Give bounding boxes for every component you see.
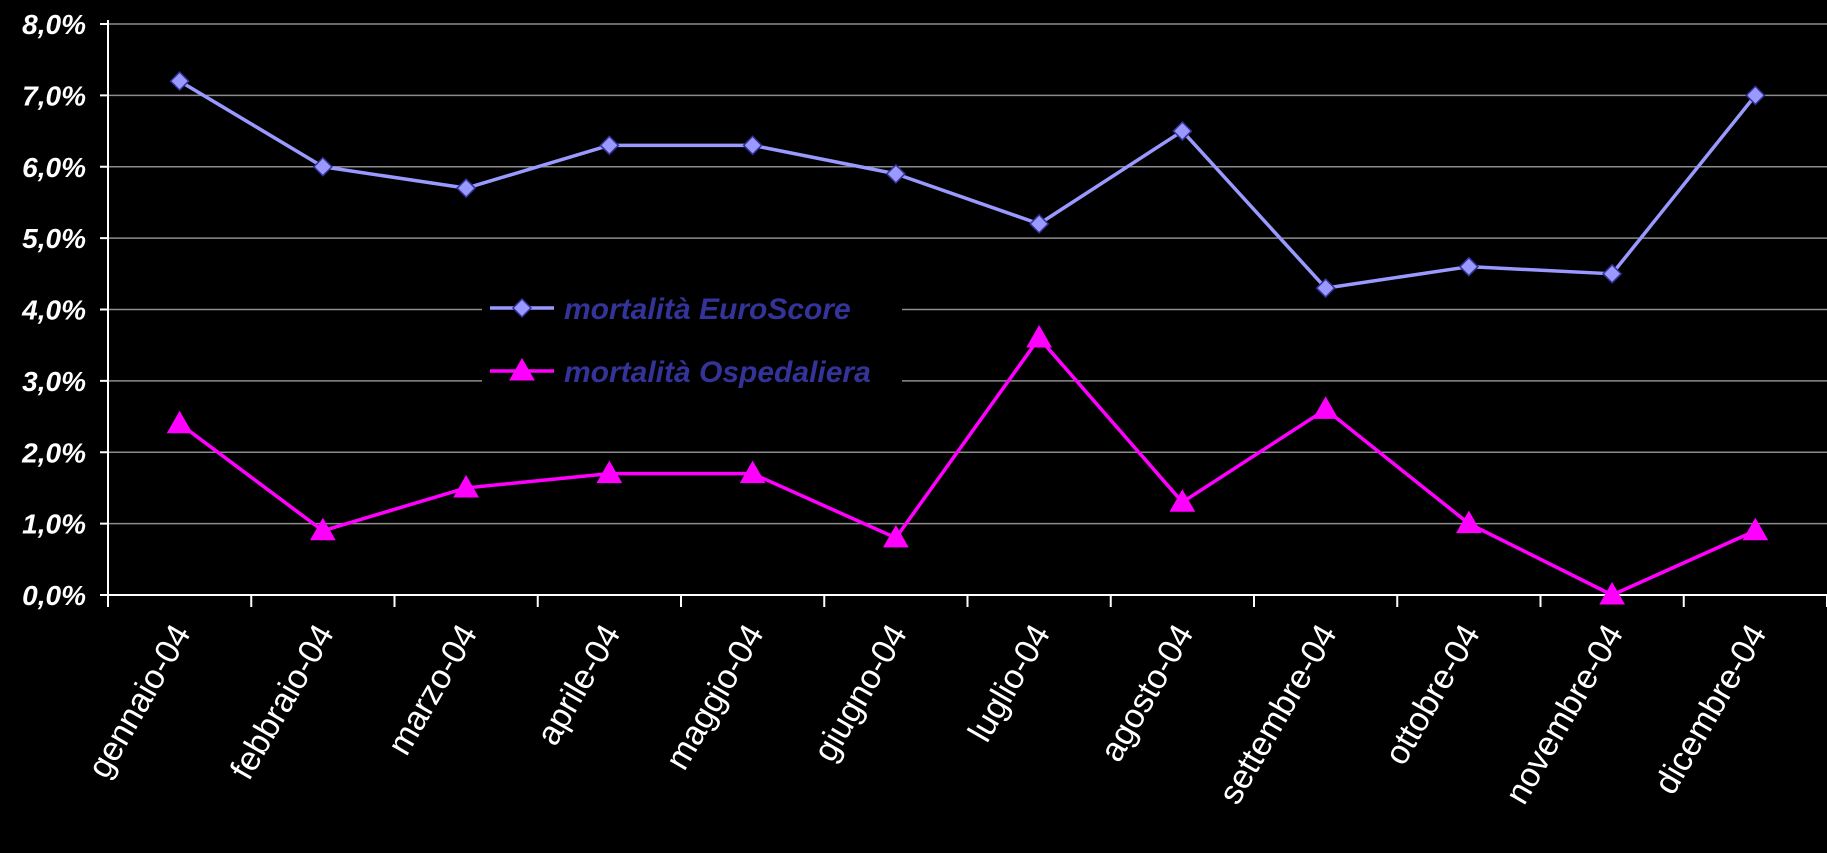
y-tick-label: 8,0% [22,9,86,40]
x-tick-label: gennaio-04 [81,618,199,784]
y-tick-label: 5,0% [22,223,86,254]
data-point [312,156,333,177]
legend-marker [509,357,535,381]
data-point [453,474,479,498]
data-point [1602,263,1623,284]
data-point [1026,325,1052,348]
series-2 [166,325,1769,605]
data-point [166,410,193,434]
x-tick-label: ottobre-04 [1377,618,1487,771]
y-tick-label: 2,0% [21,437,86,468]
series-1 [169,71,1766,299]
y-tick-label: 6,0% [22,152,86,183]
y-tick-label: 3,0% [22,366,86,397]
data-point [1172,121,1193,142]
data-point [310,517,336,541]
y-tick-label: 4,0% [21,295,86,326]
x-tick-label: marzo-04 [380,618,485,761]
x-tick-label: aprile-04 [529,618,628,752]
data-point [739,460,766,484]
data-point [1315,278,1336,299]
x-tick-label: agosto-04 [1093,618,1202,768]
x-tick-label: giugno-04 [806,618,915,768]
y-tick-label: 1,0% [22,509,86,540]
x-tick-label: luglio-04 [961,618,1058,748]
x-axis-tick-labels: gennaio-04 febbraio-04 marzo-04 aprile-04 ma… [81,618,1775,811]
legend-marker [511,297,533,319]
data-point [1456,510,1482,534]
x-tick-label: dicembre-04 [1647,618,1774,801]
data-point [883,524,909,548]
gridlines [108,23,1827,525]
y-axis-tick-labels: 0,0% 1,0% 2,0% 3,0% 4,0% 5,0% 6,0% 7,0% 8,0% [21,9,86,611]
data-point [1312,396,1339,419]
data-point [885,163,906,184]
x-tick-label: maggio-04 [658,618,771,776]
legend-label: mortalità EuroScore [564,293,851,326]
y-tick-label: 7,0% [22,80,86,111]
x-tick-label: settembre-04 [1211,618,1344,810]
data-point [1458,256,1479,277]
series-line [178,79,1757,290]
data-point [742,135,763,156]
data-point [1599,581,1625,605]
legend-entry: mortalità Ospedaliera [490,356,871,389]
data-point [169,71,190,92]
axes [100,20,1827,607]
data-point [456,178,477,199]
data-point [1169,489,1196,512]
legend-label: mortalità Ospedaliera [564,356,871,389]
x-tick-label: febbraio-04 [223,618,342,786]
legend: mortalità EuroScore mortalità Ospedaliera [482,274,902,401]
data-point [1742,517,1769,541]
legend-entry: mortalità EuroScore [490,293,851,326]
series-line [178,336,1757,597]
data-point [596,460,623,484]
series-lines [166,71,1769,605]
x-tick-label: novembre-04 [1498,618,1631,811]
data-point [1745,85,1766,106]
data-point [599,135,620,156]
data-point [1029,213,1050,234]
legend-box [482,274,902,401]
y-tick-label: 0,0% [22,580,86,611]
